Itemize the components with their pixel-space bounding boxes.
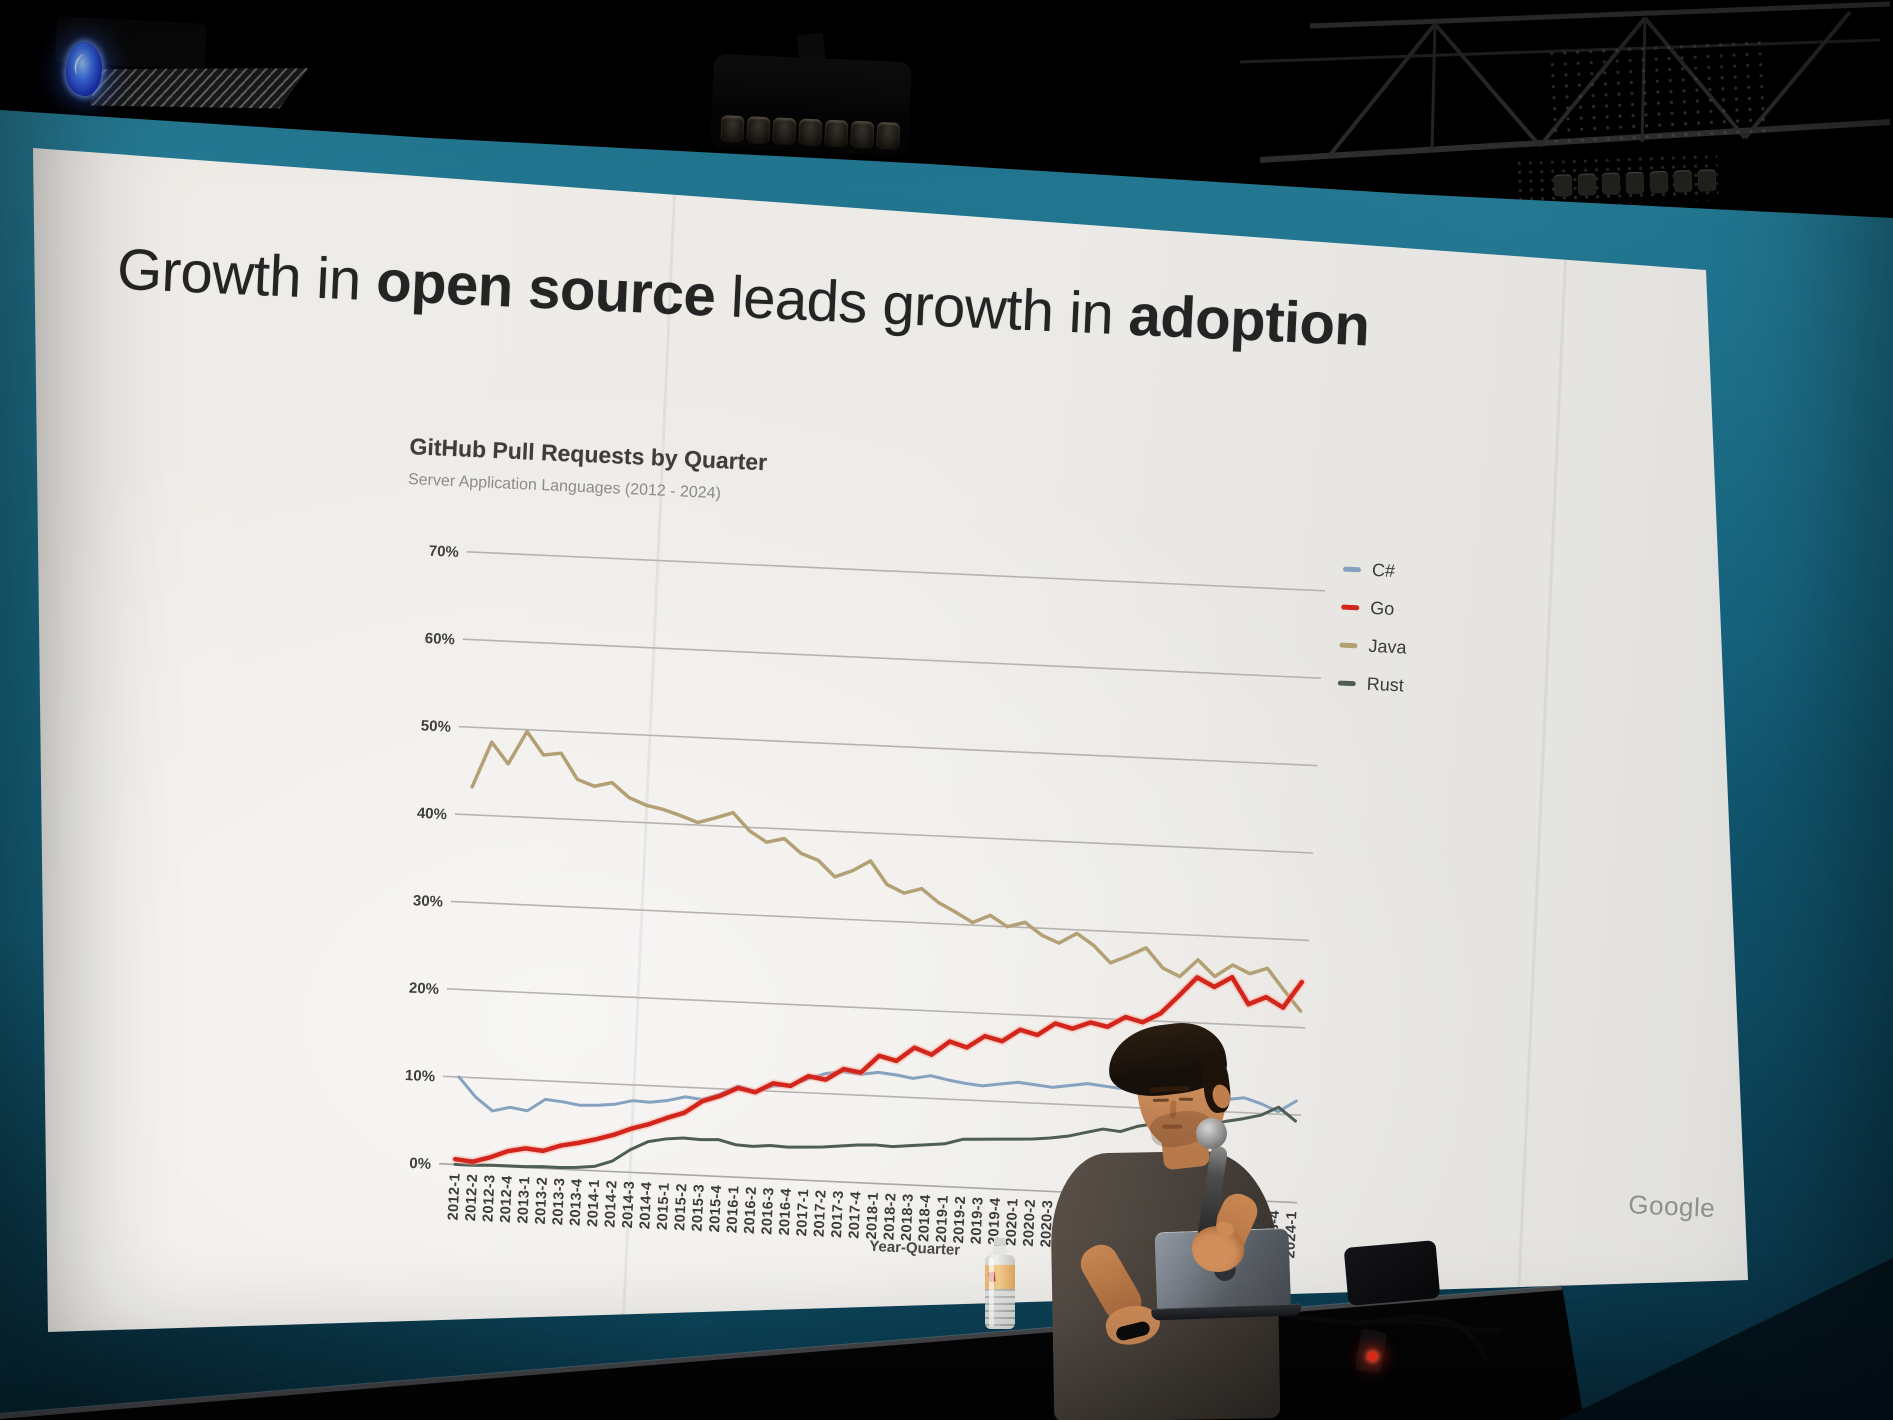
- x-tick-label: 2014-4: [637, 1181, 655, 1229]
- lamp-icon: [720, 115, 745, 144]
- y-tick-label: 50%: [420, 717, 451, 735]
- x-tick-label: 2014-1: [585, 1179, 603, 1227]
- gridline: [446, 988, 1306, 1029]
- connector-icon: [1649, 170, 1669, 194]
- x-tick-label: 2015-3: [690, 1184, 708, 1232]
- connector-icon: [1577, 173, 1597, 196]
- x-tick-label: 2018-1: [864, 1192, 882, 1240]
- x-tick-label: 2019-2: [951, 1196, 969, 1244]
- y-tick-label: 60%: [424, 630, 455, 648]
- lamp-icon: [772, 117, 797, 146]
- connector-icon: [1601, 172, 1621, 196]
- x-tick-label: 2012-3: [480, 1174, 498, 1222]
- lamp-icon: [876, 121, 901, 150]
- projector-led-light: [66, 42, 102, 96]
- x-tick-label: 2012-2: [463, 1173, 481, 1221]
- gridline: [454, 813, 1314, 854]
- x-tick-label: 2015-4: [707, 1184, 725, 1232]
- x-tick-label: 2012-4: [498, 1175, 516, 1223]
- y-tick-label: 70%: [428, 543, 459, 561]
- y-tick-label: 40%: [417, 805, 448, 823]
- x-tick-label: 2017-3: [829, 1190, 847, 1238]
- x-tick-label: 2017-4: [846, 1191, 864, 1239]
- series-line-Go: [453, 975, 1305, 1164]
- lamp-icon: [798, 118, 823, 147]
- connector-icon: [1697, 169, 1717, 192]
- lamp-icon: [746, 116, 771, 145]
- y-tick-label: 30%: [413, 892, 444, 910]
- stage-light-bar: [710, 32, 912, 157]
- x-tick-label: 2013-1: [515, 1176, 533, 1224]
- water-bottle: [982, 1238, 1018, 1330]
- red-led-light: [1368, 1352, 1377, 1361]
- x-tick-label: 2015-2: [672, 1183, 690, 1231]
- x-tick-label: 2015-1: [655, 1182, 673, 1230]
- x-tick-label: 2016-4: [777, 1188, 795, 1236]
- x-tick-label: 2019-4: [986, 1197, 1004, 1245]
- gridline: [466, 551, 1326, 592]
- microphone-head: [1196, 1118, 1227, 1149]
- lamp-icon: [850, 120, 875, 149]
- gridline: [450, 900, 1310, 942]
- y-tick-label: 20%: [409, 980, 440, 998]
- x-tick-label: 2014-2: [602, 1180, 620, 1228]
- x-tick-label: 2012-1: [446, 1173, 464, 1221]
- x-tick-label: 2016-1: [724, 1185, 742, 1233]
- x-tick-label: 2013-2: [533, 1177, 551, 1225]
- y-tick-label: 10%: [405, 1067, 436, 1085]
- x-tick-label: 2016-2: [742, 1186, 760, 1234]
- y-tick-label: 0%: [409, 1155, 431, 1173]
- x-tick-label: 2017-1: [794, 1188, 812, 1236]
- gridline: [458, 725, 1318, 767]
- x-tick-label: 2018-3: [899, 1193, 917, 1241]
- x-tick-label: 2016-3: [759, 1187, 777, 1235]
- microphone-arm: [1020, 1010, 1350, 1420]
- series-line-Java: [470, 729, 1303, 1013]
- lamp-row: [720, 115, 901, 150]
- connector-icon: [1625, 171, 1645, 195]
- connector-icon: [1553, 174, 1573, 197]
- bottle-highlight: [989, 1257, 994, 1327]
- connector-icon: [1673, 170, 1693, 193]
- x-tick-label: 2014-3: [620, 1180, 638, 1228]
- gridline: [462, 638, 1322, 679]
- x-tick-label: 2019-1: [934, 1195, 952, 1243]
- x-tick-label: 2020-2: [1021, 1199, 1039, 1247]
- x-axis-title: Year-Quarter: [869, 1238, 961, 1259]
- x-tick-label: 2018-4: [916, 1194, 934, 1242]
- x-tick-label: 2018-2: [881, 1192, 899, 1240]
- x-tick-label: 2013-3: [550, 1177, 568, 1225]
- lamp-icon: [824, 119, 849, 148]
- x-tick-label: 2017-2: [812, 1189, 830, 1237]
- light-mount: [796, 32, 827, 66]
- x-tick-label: 2020-1: [1003, 1198, 1021, 1246]
- x-tick-label: 2019-3: [968, 1196, 986, 1244]
- bottle-body: [985, 1255, 1015, 1329]
- perforated-panel: [1549, 40, 1773, 148]
- x-tick-label: 2013-4: [567, 1178, 585, 1226]
